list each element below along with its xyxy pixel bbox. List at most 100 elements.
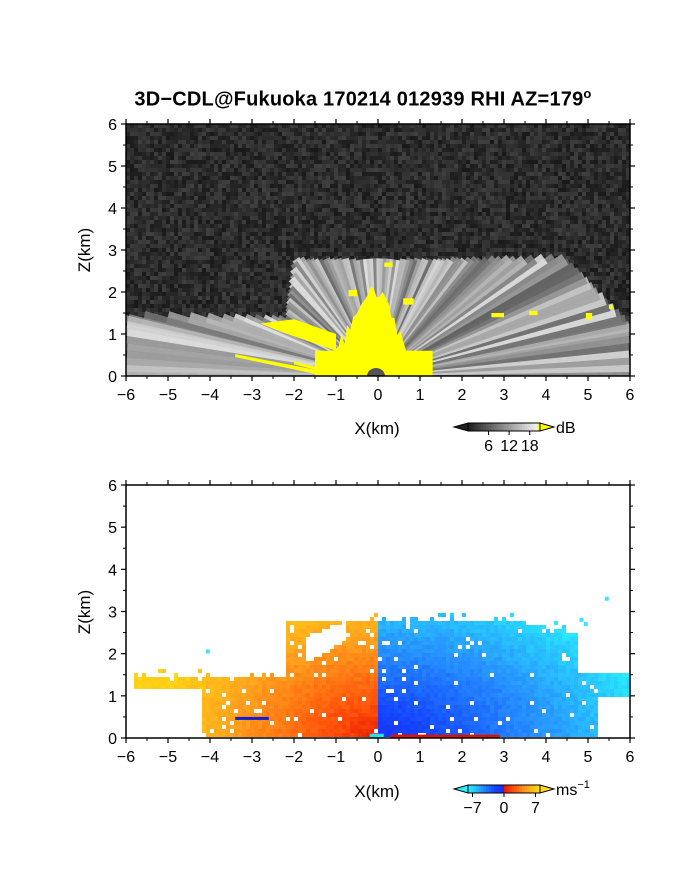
backscatter-noise-cell [322,140,326,144]
backscatter-noise-cell [466,252,470,256]
backscatter-noise-cell [302,228,306,232]
backscatter-noise-cell [138,168,142,172]
backscatter-noise-cell [478,176,482,180]
backscatter-noise-cell [254,176,258,180]
backscatter-noise-cell [138,232,142,236]
backscatter-noise-cell [486,184,490,188]
backscatter-noise-cell [170,124,174,128]
backscatter-noise-cell [210,176,214,180]
backscatter-noise-cell [582,164,586,168]
backscatter-noise-cell [258,184,262,188]
backscatter-noise-cell [158,272,162,276]
backscatter-noise-cell [506,200,510,204]
backscatter-noise-cell [230,268,234,272]
backscatter-noise-cell [518,156,522,160]
backscatter-noise-cell [606,244,610,248]
backscatter-noise-cell [534,212,538,216]
backscatter-noise-cell [514,220,518,224]
backscatter-noise-cell [422,152,426,156]
backscatter-noise-cell [186,172,190,176]
backscatter-noise-cell [570,176,574,180]
backscatter-noise-cell [130,124,134,128]
backscatter-noise-cell [626,136,630,140]
backscatter-noise-cell [542,248,546,252]
backscatter-noise-cell [382,240,386,244]
backscatter-noise-cell [358,148,362,152]
backscatter-noise-cell [614,140,618,144]
backscatter-noise-cell [578,132,582,136]
backscatter-noise-cell [354,140,358,144]
backscatter-noise-cell [154,168,158,172]
backscatter-noise-cell [226,128,230,132]
backscatter-noise-cell [334,136,338,140]
backscatter-noise-cell [142,256,146,260]
backscatter-noise-cell [134,188,138,192]
backscatter-noise-cell [154,160,158,164]
backscatter-noise-cell [394,156,398,160]
backscatter-noise-cell [534,240,538,244]
backscatter-noise-cell [402,256,406,260]
backscatter-noise-cell [534,220,538,224]
backscatter-noise-cell [582,212,586,216]
backscatter-noise-cell [130,256,134,260]
backscatter-noise-cell [182,252,186,256]
backscatter-noise-cell [138,152,142,156]
backscatter-noise-cell [270,160,274,164]
backscatter-noise-cell [186,152,190,156]
backscatter-noise-cell [194,140,198,144]
backscatter-noise-cell [318,176,322,180]
backscatter-noise-cell [394,148,398,152]
backscatter-noise-cell [514,256,518,260]
backscatter-noise-cell [286,160,290,164]
backscatter-noise-cell [542,208,546,212]
backscatter-noise-cell [326,172,330,176]
backscatter-noise-cell [602,168,606,172]
backscatter-noise-cell [394,232,398,236]
backscatter-noise-cell [142,208,146,212]
backscatter-noise-cell [290,124,294,128]
backscatter-noise-cell [326,228,330,232]
backscatter-noise-cell [270,280,274,284]
backscatter-noise-cell [610,164,614,168]
backscatter-noise-cell [334,192,338,196]
backscatter-noise-cell [254,248,258,252]
backscatter-noise-cell [242,272,246,276]
backscatter-noise-cell [398,204,402,208]
backscatter-noise-cell [330,148,334,152]
backscatter-noise-cell [422,124,426,128]
backscatter-noise-cell [462,168,466,172]
backscatter-noise-cell [302,244,306,248]
backscatter-noise-cell [598,132,602,136]
backscatter-noise-cell [458,256,462,260]
backscatter-noise-cell [286,208,290,212]
backscatter-noise-cell [554,192,558,196]
backscatter-noise-cell [402,132,406,136]
backscatter-noise-cell [334,124,338,128]
backscatter-noise-cell [586,180,590,184]
backscatter-noise-cell [242,184,246,188]
backscatter-noise-cell [562,188,566,192]
backscatter-noise-cell [430,128,434,132]
backscatter-noise-cell [182,220,186,224]
backscatter-noise-cell [282,212,286,216]
backscatter-noise-cell [406,124,410,128]
backscatter-noise-cell [270,136,274,140]
backscatter-noise-cell [602,136,606,140]
backscatter-noise-cell [314,256,318,260]
backscatter-noise-cell [410,172,414,176]
backscatter-noise-cell [590,276,594,280]
backscatter-noise-cell [178,224,182,228]
backscatter-noise-cell [222,276,226,280]
backscatter-noise-cell [330,128,334,132]
backscatter-noise-cell [398,252,402,256]
backscatter-noise-cell [398,232,402,236]
backscatter-noise-cell [218,168,222,172]
backscatter-noise-cell [174,260,178,264]
backscatter-noise-cell [362,200,366,204]
backscatter-noise-cell [174,200,178,204]
backscatter-noise-cell [586,168,590,172]
backscatter-noise-cell [390,148,394,152]
backscatter-noise-cell [294,140,298,144]
backscatter-noise-cell [186,232,190,236]
backscatter-noise-cell [486,232,490,236]
